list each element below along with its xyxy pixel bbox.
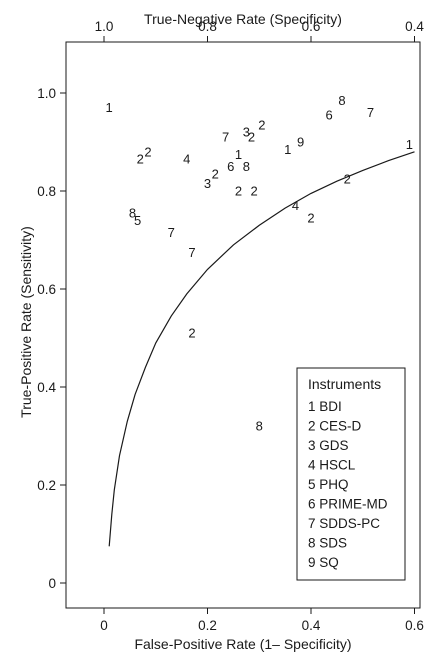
data-point-label: 2 <box>307 210 314 225</box>
data-point-label: 2 <box>188 326 195 341</box>
legend-entry: 7 SDDS-PC <box>308 516 380 531</box>
data-point-label: 8 <box>338 93 345 108</box>
data-point-label: 7 <box>367 105 374 120</box>
bottom-axis: 0 0.2 0.4 0.6 <box>100 608 424 633</box>
legend-entry: 4 HSCL <box>308 458 356 473</box>
data-point-label: 3 <box>204 176 211 191</box>
x2-tick-label: 0.4 <box>405 19 424 34</box>
left-axis: 0 0.2 0.4 0.6 0.8 1.0 <box>37 86 66 591</box>
data-point-label: 7 <box>168 225 175 240</box>
data-point-label: 2 <box>212 166 219 181</box>
data-point-label: 2 <box>137 152 144 167</box>
legend-entry: 1 BDI <box>308 399 342 414</box>
x-axis-title: False-Positive Rate (1– Specificity) <box>134 636 351 652</box>
y-tick-label: 0.4 <box>37 380 56 395</box>
x-tick-label: 0 <box>100 618 108 633</box>
data-point-label: 2 <box>144 144 151 159</box>
y-axis-title: True-Positive Rate (Sensitivity) <box>18 226 34 418</box>
data-point-label: 8 <box>256 419 263 434</box>
legend-entry: 9 SQ <box>308 555 339 570</box>
data-point-label: 2 <box>235 184 242 199</box>
data-point-label: 4 <box>183 152 190 167</box>
x-tick-label: 0.2 <box>198 618 217 633</box>
data-point-label: 6 <box>227 159 234 174</box>
x2-tick-label: 0.8 <box>198 19 217 34</box>
data-point-label: 2 <box>250 184 257 199</box>
x2-axis-title: True-Negative Rate (Specificity) <box>144 11 342 27</box>
y-tick-label: 0.8 <box>37 184 56 199</box>
legend-entry: 8 SDS <box>308 536 347 551</box>
data-point-label: 2 <box>344 171 351 186</box>
legend: Instruments 1 BDI 2 CES-D 3 GDS 4 HSCL 5 PHQ… <box>296 367 406 581</box>
x2-tick-label: 1.0 <box>95 19 114 34</box>
data-point-label: 2 <box>248 130 255 145</box>
plot-frame <box>65 41 421 609</box>
data-point-label: 3 <box>243 125 250 140</box>
legend-entries: 1 BDI 2 CES-D 3 GDS 4 HSCL 5 PHQ 6 PRIME-MD 7 … <box>308 399 388 570</box>
y-tick-label: 0 <box>48 576 56 591</box>
data-point-label: 6 <box>325 108 332 123</box>
data-point-label: 9 <box>297 135 304 150</box>
data-point-label: 8 <box>243 159 250 174</box>
data-point-label: 1 <box>106 100 113 115</box>
data-point-label: 2 <box>258 117 265 132</box>
data-point-label: 7 <box>188 245 195 260</box>
x-tick-label: 0.4 <box>302 618 321 633</box>
legend-entry: 3 GDS <box>308 438 349 453</box>
x2-tick-label: 0.6 <box>302 19 321 34</box>
legend-entry: 6 PRIME-MD <box>308 497 388 512</box>
legend-title: Instruments <box>308 376 381 392</box>
data-point-label: 5 <box>134 213 141 228</box>
data-point-label: 1 <box>235 147 242 162</box>
x-tick-label: 0.6 <box>405 618 424 633</box>
data-point-label: 1 <box>406 137 413 152</box>
y-tick-label: 0.2 <box>37 478 56 493</box>
data-point-label: 1 <box>284 142 291 157</box>
y-tick-label: 0.6 <box>37 282 56 297</box>
y-tick-label: 1.0 <box>37 86 56 101</box>
legend-entry: 5 PHQ <box>308 477 349 492</box>
top-axis: 1.0 0.8 0.6 0.4 <box>95 19 424 42</box>
data-point-label: 8 <box>129 206 136 221</box>
roc-curve <box>108 151 415 547</box>
legend-entry: 2 CES-D <box>308 419 362 434</box>
legend-box <box>296 367 406 581</box>
data-point-label: 7 <box>222 130 229 145</box>
data-point-label: 4 <box>292 198 299 213</box>
